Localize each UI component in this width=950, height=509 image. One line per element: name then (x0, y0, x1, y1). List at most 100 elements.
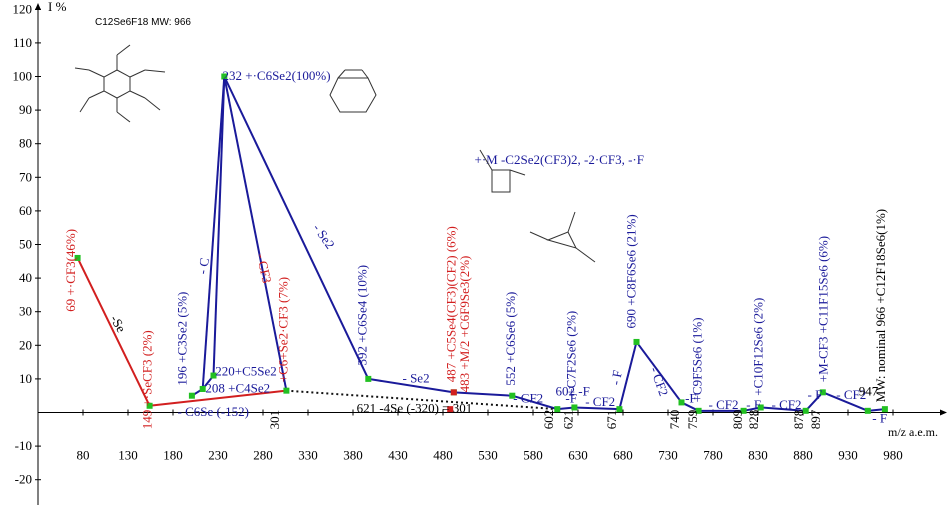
x-tick-label: 180 (163, 448, 183, 463)
red-fragment-path (76, 257, 151, 407)
data-point (616, 406, 623, 413)
blue-fragment-path (512, 394, 558, 411)
y-axis-arrow (35, 3, 41, 10)
x-tick-label: 580 (523, 448, 543, 463)
annotation-label: - CF2 (836, 387, 866, 402)
x-tick-label: 130 (118, 448, 138, 463)
annotation-label: 196 +C3Se2 (5%) (175, 292, 190, 386)
x-tick-label: 380 (343, 448, 363, 463)
blue-fragment-path (804, 391, 824, 412)
annotation-label: - F (746, 397, 761, 412)
annotation-label: - C6Se (-152) (178, 404, 250, 419)
data-point (802, 407, 809, 414)
y-tick-label: -10 (15, 438, 32, 453)
data-point (74, 254, 81, 261)
hexakis-molecule-structure (74, 44, 166, 123)
blue-fragment-path (635, 341, 683, 404)
red-fragment-path (149, 389, 287, 407)
y-tick-label: 40 (19, 270, 32, 285)
y-tick-label: 100 (13, 69, 33, 84)
annotation-label: +C10F12Se6 (2%) (751, 298, 766, 396)
data-point (554, 406, 561, 413)
annotation-label: 301 (267, 410, 282, 430)
y-tick-label: 70 (19, 169, 32, 184)
annotation-label: 621 -4Se (-320) = 301 (357, 401, 473, 416)
data-point (571, 404, 578, 411)
cyclopropene-structure (529, 211, 596, 263)
annotation-label: 621 (561, 410, 576, 430)
data-point (146, 402, 153, 409)
annotation-label: - Se2 (310, 221, 338, 252)
annotation-label: 878 (791, 410, 806, 430)
annotation-label: - CF2 (513, 390, 543, 405)
annotation-label: - C (194, 257, 212, 276)
annotation-label: - F (872, 411, 887, 426)
data-point (695, 407, 702, 414)
data-point (283, 387, 290, 394)
x-tick-label: 630 (568, 448, 588, 463)
data-point (881, 406, 888, 413)
blue-fragment-path (453, 391, 513, 397)
annotation-label: 552 +C6Se6 (5%) (503, 292, 518, 386)
annotation-label: -Se (107, 312, 129, 335)
annotation-label: 69 +·CF3(46%) (63, 229, 78, 312)
annotation-label: MW: nominal 966 +C12F18Se6(1%) (873, 209, 888, 403)
y-tick-label: 120 (13, 1, 33, 16)
annotation-label: 392 +C6Se4 (10%) (355, 265, 370, 366)
blue-fragment-path (822, 391, 869, 412)
y-tick-label: 10 (19, 371, 32, 386)
y-tick-label: 20 (19, 337, 32, 352)
blue-fragment-path (223, 76, 370, 380)
chart-points (74, 73, 888, 414)
chart-annotations: 69 +·CF3(46%) -Se 149 +·SeCF3 (2%) - C6Se (… (63, 68, 888, 429)
dotted-fragment-path (286, 389, 558, 411)
annotation-label: 602 -F (556, 384, 590, 399)
x-tick-label: 780 (703, 448, 723, 463)
annotation-label: 897 (808, 409, 823, 429)
red-marker-point (450, 389, 457, 396)
x-tick-label: 330 (298, 448, 318, 463)
annotation-label: - F (808, 387, 823, 402)
annotation-label: 602 (541, 410, 556, 430)
x-tick-label: 930 (838, 448, 858, 463)
blue-fragment-path (212, 76, 226, 376)
data-point (365, 375, 372, 382)
annotation-label: 740 (667, 410, 682, 430)
data-point (221, 73, 228, 80)
x-axis-arrow (940, 409, 947, 416)
x-tick-label: 480 (433, 448, 453, 463)
x-tick-label: 830 (748, 448, 768, 463)
annotation-label: +C6+Se2·CF3 (7%) (275, 277, 290, 382)
annotation-label: 759 (685, 410, 700, 430)
data-point (210, 372, 217, 379)
x-tick-label: 980 (883, 448, 903, 463)
annotation-label: 483 +M/2 +C6F9Se3(2%) (457, 256, 472, 393)
x-axis-label: m/z a.e.m. (888, 425, 938, 439)
axes: -20 -10 10 20 30 40 50 60 70 80 90 100 110 120 80 130 18… (13, 1, 947, 505)
y-tick-label: 50 (19, 237, 32, 252)
diselenete-structure (479, 149, 526, 193)
x-tick-label: 880 (793, 448, 813, 463)
x-tick-label: 80 (77, 448, 90, 463)
blue-fragment-path (574, 406, 620, 411)
annotation-label: - CF2 (647, 365, 671, 398)
annotation-label: 487 +C5Se4(CF3)(CF2) (6%) (444, 226, 459, 382)
data-point (757, 404, 764, 411)
annotation-label: - F (608, 369, 625, 386)
annotation-label: -F (685, 390, 697, 405)
annotation-label: +M-CF3 +C11F15Se6 (6%) (815, 236, 830, 382)
benzodiselenete-structure (329, 69, 377, 113)
annotation-label: 220+C5Se2 (215, 364, 277, 379)
blue-fragment-path (201, 76, 226, 390)
annotation-label: 690 +C8F6Se6 (21%) (624, 214, 639, 328)
annotation-label: - CF2 (772, 397, 802, 412)
x-tick-label: 430 (388, 448, 408, 463)
data-point (740, 407, 747, 414)
y-tick-label: -20 (15, 472, 32, 487)
y-tick-label: 110 (13, 35, 32, 50)
data-point (509, 392, 516, 399)
molecule-formula-label: C12Se6F18 MW: 966 (95, 17, 191, 28)
blue-fragment-path (368, 377, 454, 394)
